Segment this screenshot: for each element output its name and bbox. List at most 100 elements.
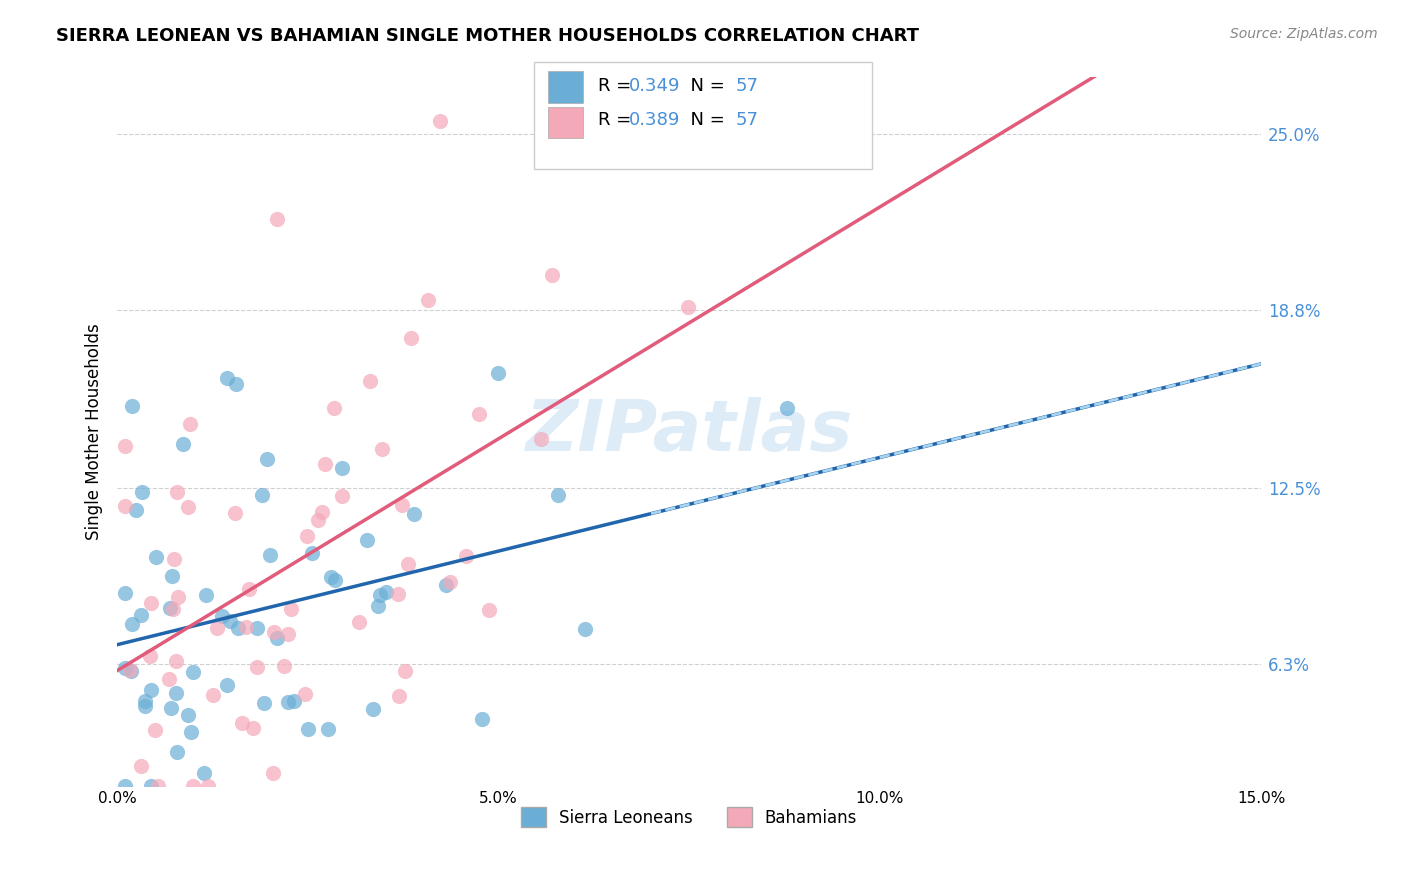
Point [323, 574, 346, 588]
Point [163, 551, 186, 566]
Point [201, 689, 224, 703]
Point [226, 621, 249, 635]
Point [297, 528, 319, 542]
Point [416, 293, 439, 307]
Text: R =: R = [598, 112, 637, 129]
Point [120, 663, 142, 677]
Point [398, 557, 420, 571]
Point [193, 766, 215, 780]
Point [114, 499, 136, 513]
Point [145, 550, 167, 565]
Point [114, 439, 136, 453]
Point [359, 374, 381, 388]
Point [211, 608, 233, 623]
Point [166, 591, 188, 605]
Point [387, 689, 409, 703]
Point [283, 694, 305, 708]
Point [162, 602, 184, 616]
Point [177, 500, 200, 515]
Point [131, 484, 153, 499]
Point [250, 488, 273, 502]
Point [266, 632, 288, 646]
Text: ZIPatlas: ZIPatlas [526, 397, 853, 467]
Point [387, 586, 409, 600]
Point [215, 371, 238, 385]
Point [256, 452, 278, 467]
Point [399, 331, 422, 345]
Point [321, 570, 343, 584]
Text: N =: N = [679, 77, 731, 95]
Point [139, 779, 162, 793]
Y-axis label: Single Mother Households: Single Mother Households [86, 323, 103, 540]
Point [238, 582, 260, 597]
Point [259, 548, 281, 562]
Text: 0.389: 0.389 [628, 112, 681, 129]
Point [367, 599, 389, 613]
Text: R =: R = [598, 77, 637, 95]
Text: 0.349: 0.349 [628, 77, 681, 95]
Point [114, 779, 136, 793]
Text: 57: 57 [735, 112, 758, 129]
Point [157, 672, 180, 686]
Point [394, 664, 416, 678]
Point [330, 490, 353, 504]
Text: N =: N = [679, 112, 731, 129]
Point [266, 212, 288, 227]
Point [361, 702, 384, 716]
Point [323, 401, 346, 416]
Point [311, 505, 333, 519]
Point [172, 437, 194, 451]
Point [294, 687, 316, 701]
Point [368, 588, 391, 602]
Point [242, 722, 264, 736]
Point [434, 578, 457, 592]
Point [195, 589, 218, 603]
Point [197, 779, 219, 793]
Point [218, 614, 240, 628]
Point [314, 457, 336, 471]
Point [676, 300, 699, 314]
Legend: Sierra Leoneans, Bahamians: Sierra Leoneans, Bahamians [515, 800, 863, 834]
Point [263, 625, 285, 640]
Point [225, 377, 247, 392]
Point [402, 507, 425, 521]
Point [224, 507, 246, 521]
Point [181, 665, 204, 680]
Point [121, 400, 143, 414]
Point [262, 765, 284, 780]
Point [347, 615, 370, 629]
Point [181, 779, 204, 793]
Point [253, 696, 276, 710]
Point [547, 488, 569, 502]
Text: SIERRA LEONEAN VS BAHAMIAN SINGLE MOTHER HOUSEHOLDS CORRELATION CHART: SIERRA LEONEAN VS BAHAMIAN SINGLE MOTHER… [56, 27, 920, 45]
Point [541, 268, 564, 282]
Point [134, 699, 156, 714]
Point [375, 584, 398, 599]
Point [139, 683, 162, 698]
Point [139, 596, 162, 610]
Point [159, 701, 181, 715]
Point [280, 602, 302, 616]
Point [277, 627, 299, 641]
Point [454, 549, 477, 563]
Point [273, 659, 295, 673]
Text: 57: 57 [735, 77, 758, 95]
Point [179, 417, 201, 431]
Point [235, 619, 257, 633]
Point [165, 654, 187, 668]
Point [215, 678, 238, 692]
Point [143, 723, 166, 738]
Point [574, 623, 596, 637]
Point [356, 533, 378, 547]
Point [246, 621, 269, 635]
Point [160, 569, 183, 583]
Point [316, 722, 339, 736]
Point [138, 649, 160, 664]
Point [301, 546, 323, 560]
Point [486, 366, 509, 380]
Point [114, 586, 136, 600]
Point [307, 513, 329, 527]
Point [297, 722, 319, 736]
Point [121, 616, 143, 631]
Point [277, 695, 299, 709]
